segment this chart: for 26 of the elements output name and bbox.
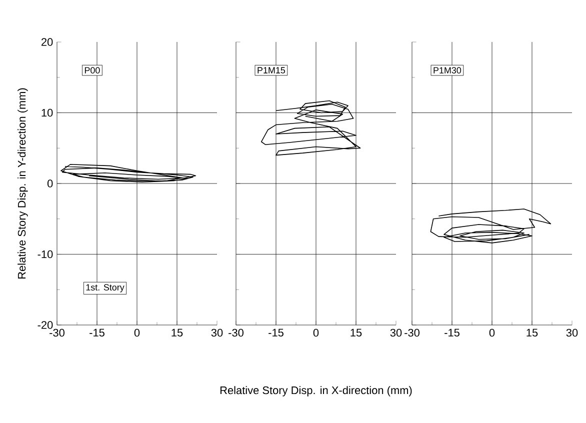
x-tick-label: -15 <box>444 328 460 336</box>
x-tick-label: 30 <box>566 328 578 337</box>
x-tick-label: 15 <box>526 328 538 336</box>
x-tick-label: -15 <box>268 328 284 336</box>
x-axis-title: Relative Story Disp. in X-direction (mm) <box>220 386 412 396</box>
annotation: P00 <box>84 67 100 74</box>
annotation: 1st. Story <box>86 284 124 292</box>
x-tick-label: -30 <box>228 328 244 337</box>
y-axis-title: Relative Story Disp. in Y-direction (mm) <box>18 88 28 279</box>
x-tick-label: -15 <box>90 328 104 336</box>
y-tick-label: -20 <box>38 321 53 329</box>
y-tick-label: 20 <box>42 38 53 46</box>
x-tick-label: 30 <box>390 328 402 337</box>
y-tick-label: 10 <box>42 108 53 117</box>
x-tick-label: 0 <box>313 328 319 337</box>
x-tick-label: 0 <box>489 328 495 337</box>
annotation: P1M15 <box>258 67 286 74</box>
x-tick-label: 30 <box>211 328 223 337</box>
x-tick-label: -30 <box>50 328 64 337</box>
x-tick-label: 0 <box>134 328 140 337</box>
x-tick-label: -30 <box>404 328 420 337</box>
x-tick-label: 15 <box>350 328 362 336</box>
annotation: P1M30 <box>434 67 462 74</box>
y-tick-label: 0 <box>47 180 53 188</box>
x-tick-label: 15 <box>172 328 183 336</box>
y-tick-label: -10 <box>38 250 53 258</box>
